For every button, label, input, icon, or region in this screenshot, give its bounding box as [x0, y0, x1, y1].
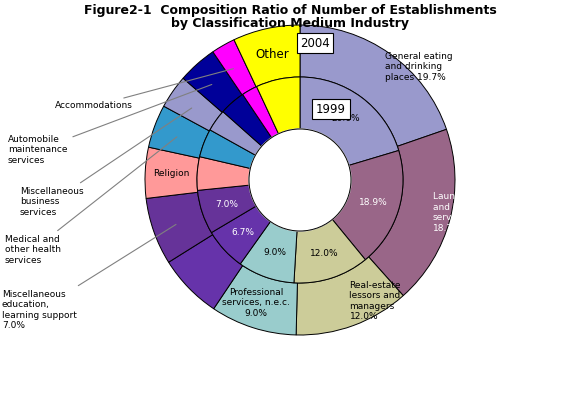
Wedge shape	[294, 219, 365, 283]
Text: Figure2-1  Composition Ratio of Number of Establishments: Figure2-1 Composition Ratio of Number of…	[84, 4, 497, 17]
Text: 20.6%: 20.6%	[332, 114, 360, 123]
Circle shape	[249, 129, 351, 231]
Wedge shape	[210, 112, 262, 155]
Wedge shape	[212, 206, 270, 264]
Text: Other: Other	[255, 48, 289, 60]
Wedge shape	[198, 185, 256, 232]
Text: Laundry, beauty
and bath
services
18.7%: Laundry, beauty and bath services 18.7%	[433, 192, 507, 232]
Text: 6.7%: 6.7%	[232, 228, 255, 237]
Text: Miscellaneous
business
services: Miscellaneous business services	[20, 108, 191, 217]
Text: 18.9%: 18.9%	[359, 198, 388, 207]
Text: Miscellaneous
education,
learning support
7.0%: Miscellaneous education, learning suppor…	[2, 224, 176, 330]
Wedge shape	[145, 147, 199, 199]
Wedge shape	[146, 192, 213, 262]
Wedge shape	[149, 106, 209, 158]
Wedge shape	[300, 77, 399, 166]
Text: Religion: Religion	[153, 170, 189, 178]
Wedge shape	[369, 129, 455, 296]
Wedge shape	[197, 157, 251, 190]
Wedge shape	[183, 52, 242, 112]
Wedge shape	[332, 150, 403, 259]
Text: 9.0%: 9.0%	[263, 248, 286, 257]
Wedge shape	[214, 265, 297, 335]
Text: General eating
and drinking
places 19.7%: General eating and drinking places 19.7%	[385, 52, 453, 82]
Wedge shape	[257, 77, 300, 134]
Text: Professional
services, n.e.c.
9.0%: Professional services, n.e.c. 9.0%	[222, 288, 290, 318]
Text: Automobile
maintenance
services: Automobile maintenance services	[8, 84, 212, 165]
Text: Real-estate
lessors and
managers
12.0%: Real-estate lessors and managers 12.0%	[350, 281, 401, 321]
Wedge shape	[243, 87, 279, 138]
Wedge shape	[200, 130, 256, 168]
Wedge shape	[213, 40, 256, 95]
Wedge shape	[296, 257, 403, 335]
Wedge shape	[164, 78, 222, 131]
Wedge shape	[168, 235, 243, 309]
Text: 7.0%: 7.0%	[216, 200, 238, 209]
Wedge shape	[300, 25, 446, 146]
Wedge shape	[240, 222, 297, 283]
Text: 12.0%: 12.0%	[310, 249, 338, 258]
Text: 1999: 1999	[316, 103, 346, 116]
Text: Accommodations: Accommodations	[55, 69, 234, 111]
Text: by Classification Medium Industry: by Classification Medium Industry	[171, 17, 409, 30]
Wedge shape	[223, 94, 271, 146]
Wedge shape	[234, 25, 300, 87]
Text: 2004: 2004	[300, 37, 330, 50]
Text: Medical and
other health
services: Medical and other health services	[5, 137, 177, 265]
